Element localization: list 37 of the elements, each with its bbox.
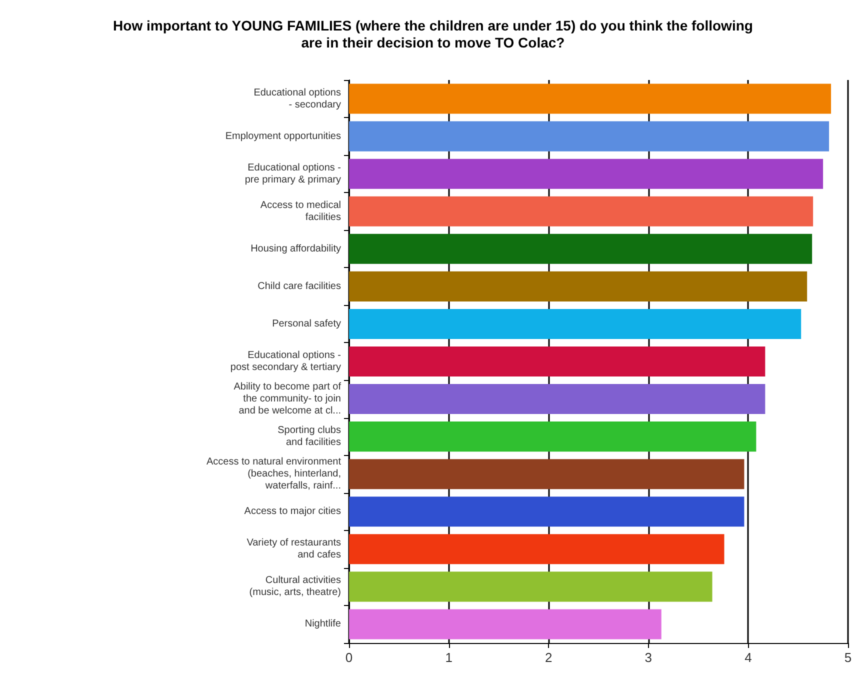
bar [349, 234, 812, 264]
x-tick-label: 1 [445, 650, 452, 665]
y-tick-label: Educational options - secondary [254, 87, 341, 110]
bar [349, 308, 802, 339]
y-tick-label: Sporting clubs and facilities [278, 425, 341, 448]
x-tick-label: 4 [744, 650, 752, 665]
bar [349, 158, 824, 189]
y-tick-label: Access to medical facilities [260, 200, 341, 223]
bar [349, 271, 808, 302]
chart-title: How important to YOUNG FAMILIES (where the children are under 15) do you think the following are in their decision to move TO Colac? [113, 18, 753, 50]
bar [349, 422, 756, 452]
bar [349, 534, 724, 564]
y-tick-label: Ability to become part of the community- to join and be welcome at cl... [234, 382, 342, 417]
y-tick-label: Educational options - post secondary & tertiary [230, 350, 341, 373]
bar [349, 121, 830, 152]
y-tick-label: Housing affordability [250, 243, 341, 254]
x-tick-label: 3 [644, 650, 652, 665]
bar [349, 346, 766, 377]
bar [349, 609, 662, 640]
y-tick-label: Educational options - pre primary & primary [244, 162, 341, 186]
y-tick-label: Personal safety [272, 318, 341, 330]
bar [349, 459, 744, 490]
bar [349, 572, 712, 602]
x-tick-label: 2 [544, 650, 552, 665]
bar [349, 384, 766, 414]
y-tick-label: Child care facilities [258, 280, 341, 292]
y-tick-label: Employment opportunities [225, 130, 341, 142]
x-tick-label: 5 [844, 650, 852, 665]
y-tick-label: Nightlife [304, 618, 342, 630]
y-tick-label: Access to major cities [244, 506, 341, 518]
bar [349, 496, 744, 527]
y-tick-label: Cultural activities (music, arts, theatre) [249, 575, 341, 598]
bar [349, 196, 814, 226]
bar [349, 84, 832, 114]
y-tick-label: Variety of restaurants and cafes [246, 538, 341, 561]
x-tick-label: 0 [345, 650, 353, 665]
y-tick-label: Access to natural environment (beaches, hinterland, waterfalls, rainf... [206, 456, 342, 492]
